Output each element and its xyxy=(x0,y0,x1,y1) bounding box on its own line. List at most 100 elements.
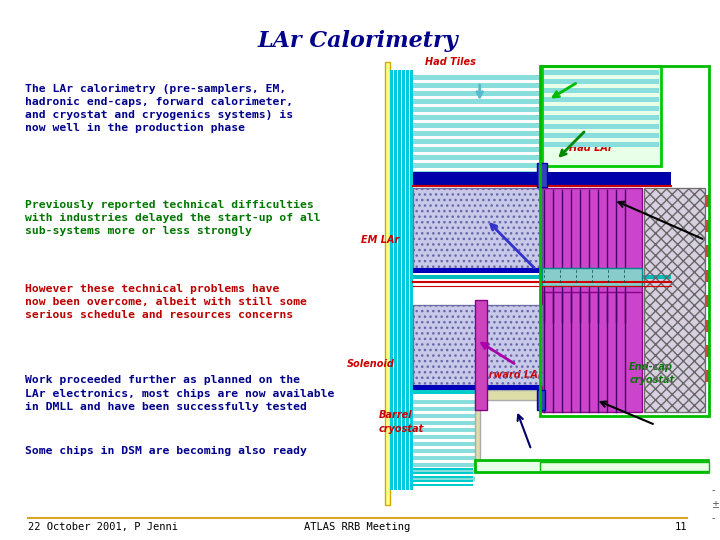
Bar xyxy=(413,390,474,394)
Bar xyxy=(413,449,474,453)
Text: Some chips in DSM are becoming also ready: Some chips in DSM are becoming also read… xyxy=(25,446,307,456)
Bar xyxy=(413,472,473,474)
Bar xyxy=(395,70,397,490)
Text: The LAr calorimetry (pre-samplers, EM,
hadronic end-caps, forward calorimeter,
a: The LAr calorimetry (pre-samplers, EM, h… xyxy=(25,84,293,133)
Bar xyxy=(540,66,709,416)
Bar xyxy=(390,70,393,490)
Bar xyxy=(413,91,542,96)
Bar xyxy=(413,155,542,160)
Bar xyxy=(544,133,660,138)
Bar xyxy=(413,480,473,482)
Bar xyxy=(413,83,542,88)
Bar xyxy=(413,470,474,474)
Bar xyxy=(544,106,660,111)
Bar xyxy=(413,407,474,411)
Bar xyxy=(474,300,487,410)
Bar xyxy=(413,268,542,273)
Bar xyxy=(544,142,660,147)
Bar xyxy=(410,70,413,490)
Bar xyxy=(537,163,547,187)
Text: End-cap: End-cap xyxy=(629,362,673,372)
Bar xyxy=(398,70,401,490)
Bar xyxy=(402,70,405,490)
Bar xyxy=(413,172,671,186)
Bar xyxy=(705,195,709,207)
Bar xyxy=(413,456,474,460)
Bar xyxy=(542,66,662,166)
Text: Previously reported technical difficulties
with industries delayed the start-up : Previously reported technical difficulti… xyxy=(25,200,320,237)
Bar xyxy=(413,171,542,176)
Bar xyxy=(542,188,642,323)
Bar xyxy=(544,88,660,93)
Text: Forward LAr: Forward LAr xyxy=(475,370,542,380)
Bar xyxy=(705,320,709,332)
Bar xyxy=(406,70,409,490)
Bar xyxy=(474,400,480,472)
Bar xyxy=(540,462,709,471)
Bar xyxy=(413,275,671,279)
Bar xyxy=(544,97,660,102)
Bar xyxy=(705,270,709,282)
Bar xyxy=(474,460,708,472)
Text: ±: ± xyxy=(711,500,719,510)
Bar xyxy=(385,62,390,505)
Bar xyxy=(413,414,474,418)
Bar xyxy=(413,463,474,467)
Bar xyxy=(474,390,542,400)
Bar xyxy=(413,188,542,268)
Bar xyxy=(413,139,542,144)
Bar xyxy=(413,305,542,385)
Bar xyxy=(413,476,473,478)
Bar xyxy=(413,477,474,481)
Bar xyxy=(413,484,473,486)
Bar xyxy=(413,147,542,152)
Bar xyxy=(544,79,660,84)
Text: 11: 11 xyxy=(675,522,688,532)
Bar xyxy=(413,115,542,120)
Text: 22 October 2001, P Jenni: 22 October 2001, P Jenni xyxy=(28,522,178,532)
Bar xyxy=(413,188,542,268)
Bar xyxy=(542,268,642,286)
Bar xyxy=(413,400,474,404)
Bar xyxy=(413,468,473,470)
Bar xyxy=(544,124,660,129)
Text: -: - xyxy=(711,485,715,495)
Text: Barrel: Barrel xyxy=(379,410,413,421)
Text: -: - xyxy=(711,513,715,523)
Bar xyxy=(705,220,709,232)
Text: cryostat: cryostat xyxy=(379,424,424,434)
Bar xyxy=(413,163,542,168)
Text: LAr Calorimetry: LAr Calorimetry xyxy=(257,30,458,52)
Bar xyxy=(413,421,474,425)
Bar xyxy=(537,390,545,410)
Bar xyxy=(413,435,474,439)
Bar xyxy=(413,99,542,104)
Text: Had LAr: Had LAr xyxy=(569,143,612,153)
Text: However these technical problems have
now been overcome, albeit with still some
: However these technical problems have no… xyxy=(25,284,307,320)
Bar xyxy=(413,385,542,390)
Text: Solenoid: Solenoid xyxy=(347,359,395,369)
Bar xyxy=(385,62,709,505)
Bar xyxy=(542,292,642,412)
Bar xyxy=(413,75,542,80)
Text: Work proceeded further as planned on the
LAr electronics, most chips are now ava: Work proceeded further as planned on the… xyxy=(25,375,334,412)
Bar xyxy=(413,442,474,446)
Bar xyxy=(544,70,660,75)
Bar xyxy=(413,107,542,112)
Text: cryostat: cryostat xyxy=(629,375,675,386)
Text: EM LAr: EM LAr xyxy=(361,235,400,245)
Text: Had Tiles: Had Tiles xyxy=(426,57,477,67)
Bar xyxy=(413,428,474,432)
Bar xyxy=(705,245,709,257)
Bar xyxy=(544,115,660,120)
Bar xyxy=(413,179,542,184)
Bar xyxy=(705,345,709,357)
Bar xyxy=(705,370,709,382)
Bar xyxy=(705,295,709,307)
Bar xyxy=(644,188,705,412)
Text: ATLAS RRB Meeting: ATLAS RRB Meeting xyxy=(305,522,410,532)
Bar xyxy=(413,123,542,128)
Bar xyxy=(644,188,705,412)
Bar xyxy=(413,305,542,385)
Bar xyxy=(413,131,542,136)
